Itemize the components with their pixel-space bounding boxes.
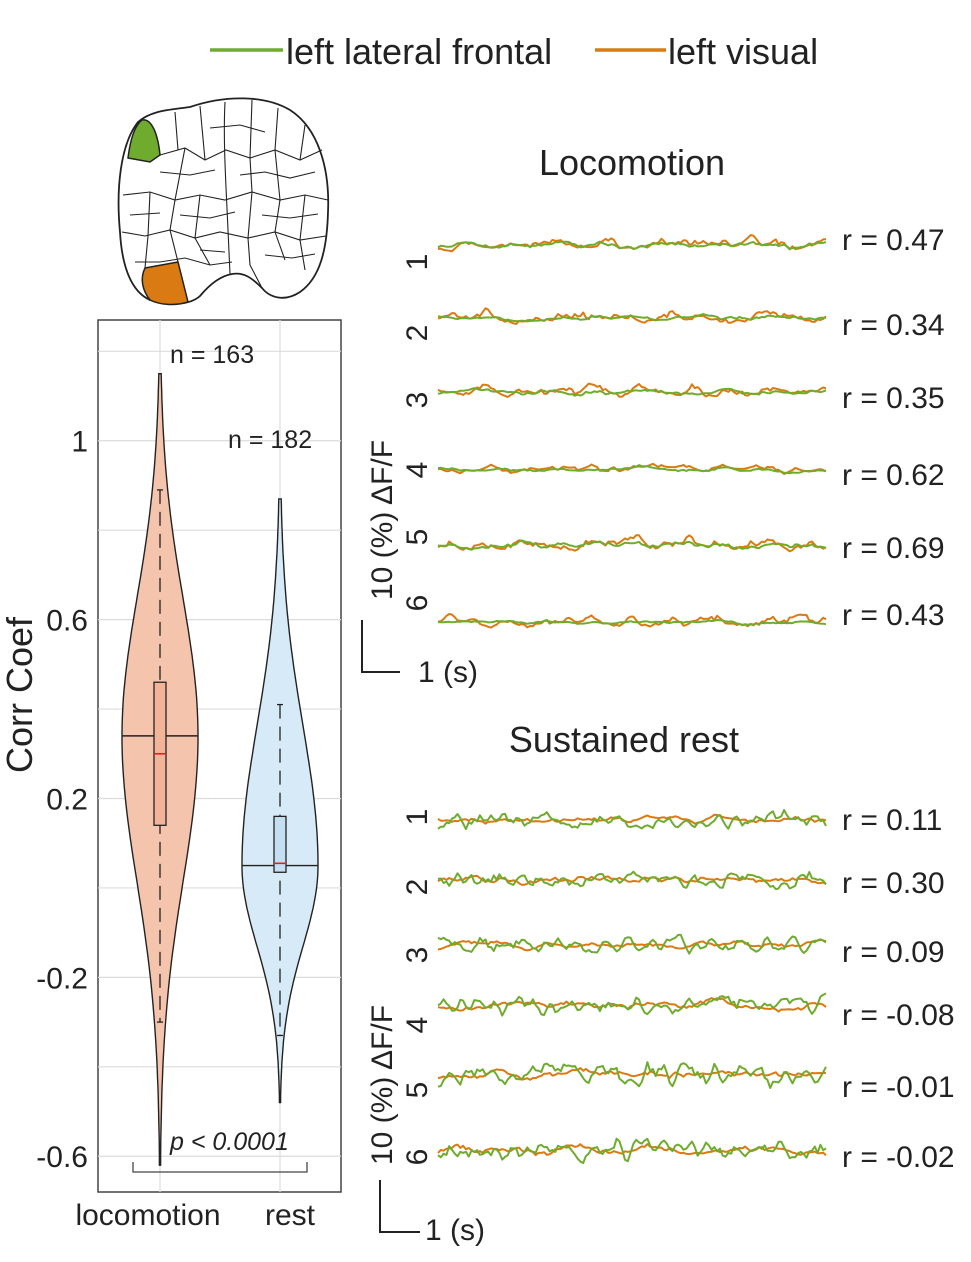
trace-6-left-lateral-frontal xyxy=(437,1137,827,1164)
locomotion-scale-bar-lines xyxy=(361,620,400,673)
trace-r-value-6: r = -0.02 xyxy=(842,1141,955,1174)
locomotion-scale-y-label: 10 (%) ΔF/F xyxy=(366,440,399,600)
violin-rest xyxy=(241,498,319,1104)
rest-panel: Sustained rest 1 r = 0.11 2 r = 0.30 3 r = 0.… xyxy=(366,719,955,1247)
brain-parcel-borders xyxy=(121,99,329,289)
rest-title: Sustained rest xyxy=(509,719,739,760)
legend-label-frontal: left lateral frontal xyxy=(286,31,552,72)
y-tick-label: 0.2 xyxy=(46,783,88,816)
x-tick-label-locomotion: locomotion xyxy=(75,1199,220,1232)
trace-r-value-1: r = 0.11 xyxy=(842,804,942,837)
trace-4: 4 r = 0.62 xyxy=(401,459,945,492)
trace-number-1: 1 xyxy=(401,254,434,271)
trace-3-left-lateral-frontal xyxy=(437,387,827,397)
violin-chart: 1 0.6 0.2 -0.2 -0.6 Corr Coef n = 163 n = 18… xyxy=(0,319,342,1232)
trace-r-value-5: r = -0.01 xyxy=(842,1071,955,1104)
trace-5-left-visual xyxy=(437,1067,827,1081)
trace-2: 2 r = 0.34 xyxy=(401,307,945,342)
rest-traces: 1 r = 0.11 2 r = 0.30 3 r = 0.09 4 r = -0.08 5 r … xyxy=(401,804,955,1174)
x-tick-label-rest: rest xyxy=(265,1199,316,1232)
trace-2-left-lateral-frontal xyxy=(437,313,826,323)
locomotion-panel: Locomotion 1 r = 0.47 2 r = 0.34 3 r = 0.35 4 r… xyxy=(361,142,945,689)
trace-5-left-visual xyxy=(437,534,827,553)
locomotion-traces: 1 r = 0.47 2 r = 0.34 3 r = 0.35 4 r = 0.62 5 r =… xyxy=(401,224,945,632)
trace-3: 3 r = 0.09 xyxy=(401,933,945,969)
violin-box-rest xyxy=(273,815,287,873)
trace-4-left-lateral-frontal xyxy=(437,464,827,475)
locomotion-scale-bar: 10 (%) ΔF/F 1 (s) xyxy=(361,440,478,689)
brain-region-visual-highlight xyxy=(141,261,189,306)
trace-5-left-lateral-frontal xyxy=(437,1061,827,1089)
trace-r-value-5: r = 0.69 xyxy=(842,532,945,565)
brain-region-frontal-highlight xyxy=(127,119,161,163)
trace-5-left-lateral-frontal xyxy=(437,539,827,551)
p-value-text: p < 0.0001 xyxy=(169,1128,289,1156)
trace-r-value-2: r = 0.34 xyxy=(842,309,945,342)
trace-1-left-visual xyxy=(437,813,827,825)
brain-outline xyxy=(117,97,330,305)
rest-scale-x-label: 1 (s) xyxy=(425,1214,485,1247)
trace-5: 5 r = 0.69 xyxy=(401,529,945,565)
trace-3-left-lateral-frontal xyxy=(437,933,827,955)
y-tick-label: 0.6 xyxy=(46,605,88,638)
trace-2-left-lateral-frontal xyxy=(437,870,827,891)
trace-6: 6 r = 0.43 xyxy=(401,595,945,632)
trace-1-left-lateral-frontal xyxy=(437,240,827,250)
trace-number-4: 4 xyxy=(401,462,434,479)
violin-y-axis-label: Corr Coef xyxy=(0,616,40,773)
violin-n-label-rest: n = 182 xyxy=(228,426,312,454)
trace-r-value-4: r = 0.62 xyxy=(842,459,945,492)
trace-r-value-1: r = 0.47 xyxy=(842,224,945,257)
trace-1: 1 r = 0.11 xyxy=(401,804,942,837)
trace-number-5: 5 xyxy=(401,529,434,546)
trace-number-2: 2 xyxy=(401,325,434,342)
trace-number-2: 2 xyxy=(401,879,434,896)
trace-number-4: 4 xyxy=(401,1017,434,1034)
trace-r-value-3: r = 0.35 xyxy=(842,382,945,415)
trace-1-left-lateral-frontal xyxy=(437,809,827,831)
y-tick-label: -0.6 xyxy=(36,1141,88,1174)
violin-y-ticks: 1 0.6 0.2 -0.2 -0.6 xyxy=(36,426,88,1174)
violin-plot-frame xyxy=(97,319,342,1193)
trace-r-value-6: r = 0.43 xyxy=(842,599,945,632)
y-tick-label: 1 xyxy=(71,426,88,459)
trace-number-1: 1 xyxy=(401,809,434,826)
trace-number-3: 3 xyxy=(401,947,434,964)
trace-3: 3 r = 0.35 xyxy=(401,382,945,415)
trace-2: 2 r = 0.30 xyxy=(401,867,945,900)
violin-locomotion xyxy=(121,373,199,1166)
legend-label-visual: left visual xyxy=(668,31,818,72)
trace-6-left-lateral-frontal xyxy=(437,619,827,626)
locomotion-scale-x-label: 1 (s) xyxy=(418,656,478,689)
trace-number-3: 3 xyxy=(401,392,434,409)
y-tick-label: -0.2 xyxy=(36,962,88,995)
trace-3-left-visual xyxy=(437,382,827,398)
trace-r-value-4: r = -0.08 xyxy=(842,999,955,1032)
significance-p-label: p < 0.0001 xyxy=(169,1128,289,1156)
trace-r-value-3: r = 0.09 xyxy=(842,936,945,969)
trace-number-5: 5 xyxy=(401,1082,434,1099)
significance-bracket-line xyxy=(132,1162,308,1173)
violin-bodies xyxy=(121,373,319,1166)
trace-4: 4 r = -0.08 xyxy=(401,992,955,1034)
brain-map xyxy=(117,97,330,306)
rest-scale-y-label: 10 (%) ΔF/F xyxy=(366,1005,399,1165)
trace-5: 5 r = -0.01 xyxy=(401,1061,955,1104)
trace-r-value-2: r = 0.30 xyxy=(842,867,945,900)
violin-n-label-locomotion: n = 163 xyxy=(170,341,254,369)
rest-scale-bar-lines xyxy=(379,1180,420,1233)
trace-1: 1 r = 0.47 xyxy=(401,224,945,270)
trace-number-6: 6 xyxy=(401,595,434,612)
trace-4-left-lateral-frontal xyxy=(437,992,827,1017)
trace-6: 6 r = -0.02 xyxy=(401,1137,955,1174)
locomotion-title: Locomotion xyxy=(539,142,725,183)
significance-bracket: p < 0.0001 xyxy=(132,1128,308,1173)
trace-number-6: 6 xyxy=(401,1149,434,1166)
legend: left lateral frontal left visual xyxy=(210,31,818,72)
rest-scale-bar: 10 (%) ΔF/F 1 (s) xyxy=(366,1005,485,1247)
